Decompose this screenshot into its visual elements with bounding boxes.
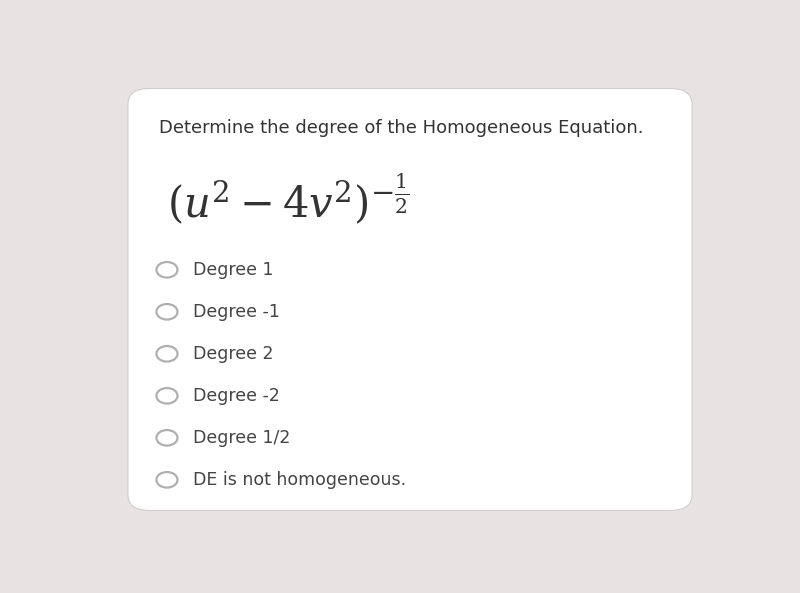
Text: Degree -1: Degree -1 [193,303,280,321]
Text: DE is not homogeneous.: DE is not homogeneous. [193,471,406,489]
Text: Degree -2: Degree -2 [193,387,280,405]
Text: $(u^2 - 4v^2)^{-\frac{1}{2}}$: $(u^2 - 4v^2)^{-\frac{1}{2}}$ [167,171,410,227]
Text: Degree 1: Degree 1 [193,261,274,279]
Text: Degree 1/2: Degree 1/2 [193,429,290,447]
Text: Determine the degree of the Homogeneous Equation.: Determine the degree of the Homogeneous … [159,119,643,137]
FancyBboxPatch shape [128,88,692,511]
Text: Degree 2: Degree 2 [193,345,274,363]
